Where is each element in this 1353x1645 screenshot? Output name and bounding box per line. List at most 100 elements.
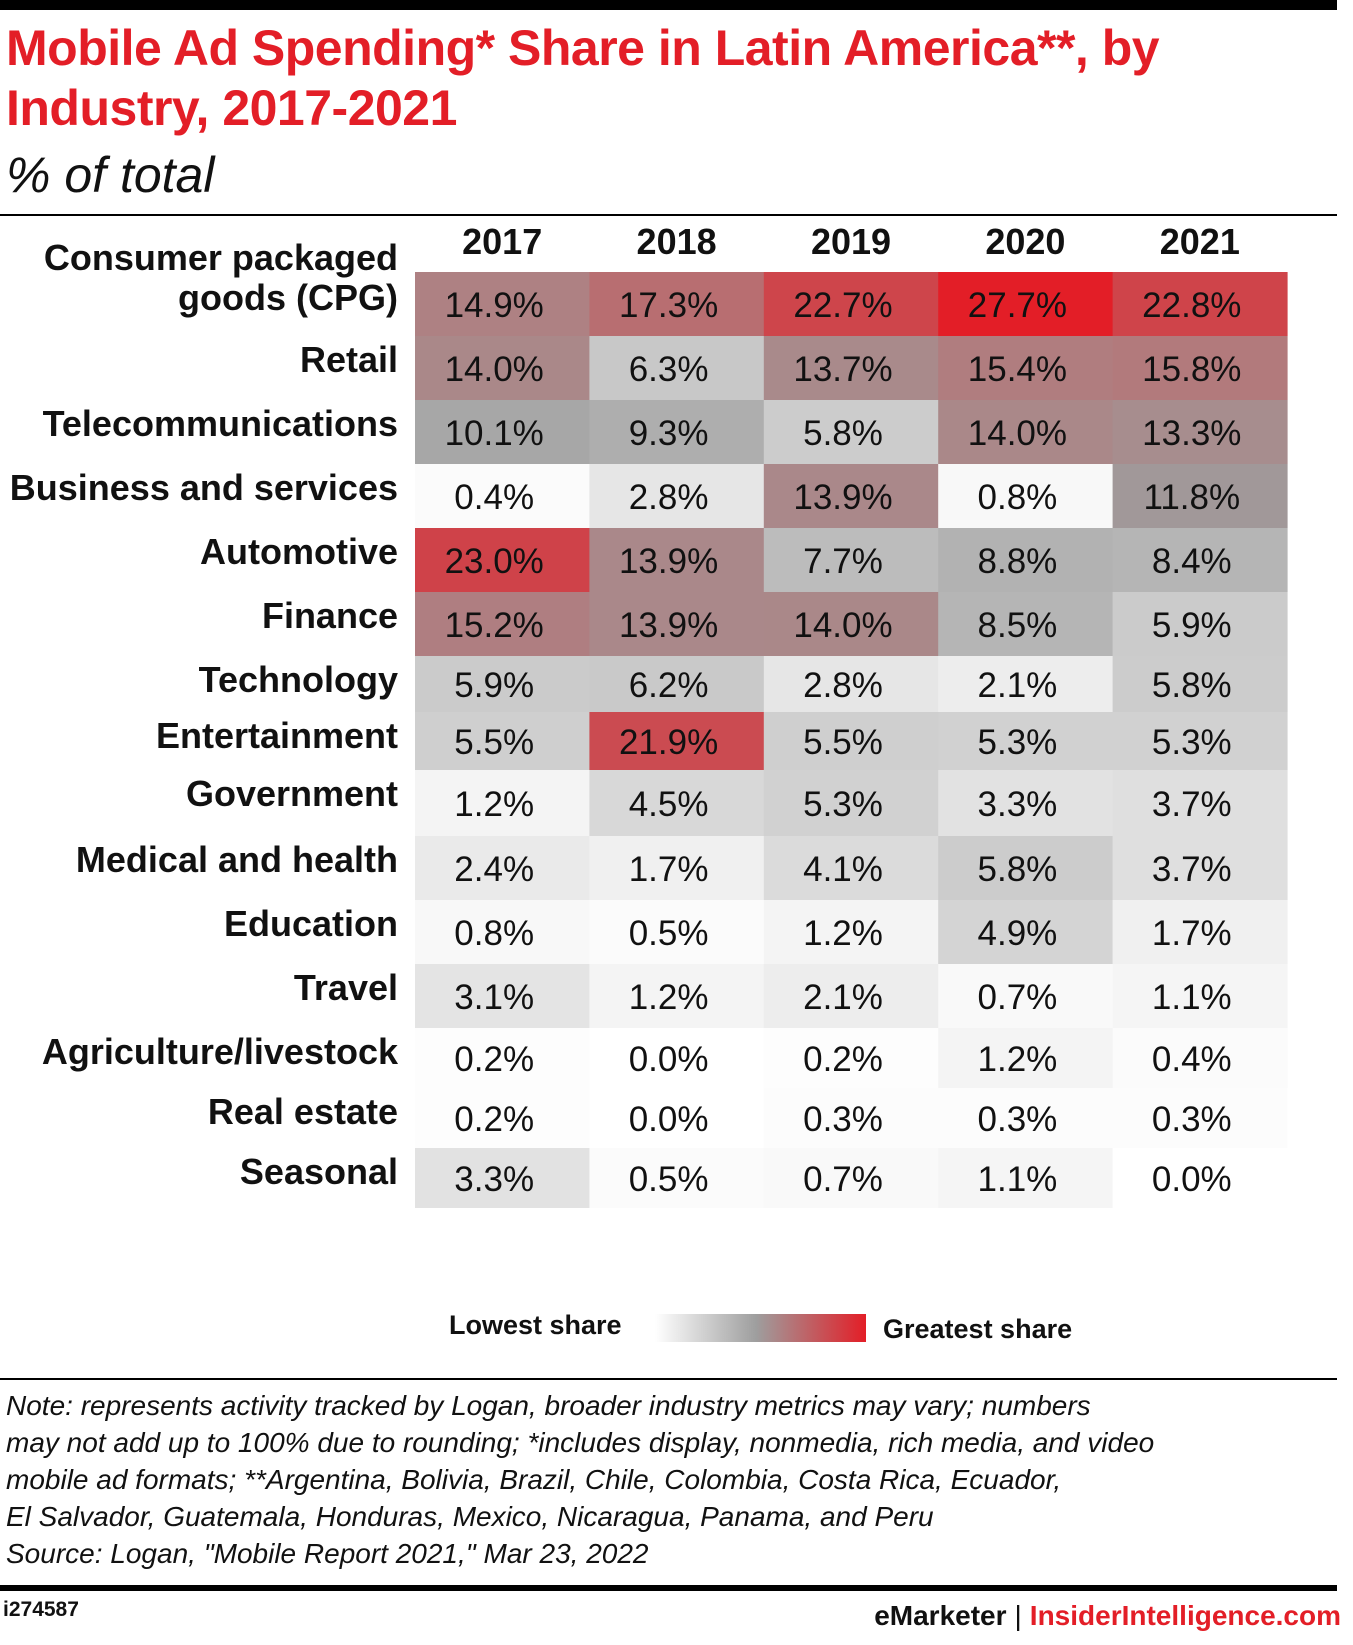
heatmap-cell: [763, 900, 939, 964]
heatmap-cell: [763, 712, 939, 770]
cell-value-label: 9.3%: [629, 414, 709, 453]
heatmap-cell: [415, 528, 590, 592]
cell-value-label: 6.2%: [629, 666, 709, 705]
cell-value-label: 0.4%: [1152, 1040, 1232, 1079]
cell-value-label: 27.7%: [968, 286, 1067, 325]
heatmap-cell: [1112, 712, 1288, 770]
cell-value-label: 23.0%: [445, 542, 544, 581]
cell-value-label: 3.7%: [1152, 850, 1232, 889]
bottom-rule: [0, 1585, 1337, 1591]
column-header-2021: 2021: [1160, 221, 1240, 262]
cell-value-label: 0.3%: [1152, 1100, 1232, 1139]
cell-value-label: 1.2%: [629, 978, 709, 1017]
cell-value-label: 0.5%: [629, 914, 709, 953]
heatmap-cell: [1112, 836, 1288, 900]
heatmap-cell: [1112, 272, 1288, 336]
heatmap-cell: [589, 336, 765, 400]
heatmap-cell: [1112, 1148, 1288, 1208]
cell-value-label: 2.8%: [803, 666, 883, 705]
heatmap-cell: [415, 712, 590, 770]
heatmap-cell: [938, 656, 1114, 712]
heatmap-cell: [415, 1028, 590, 1088]
heatmap-cell: [589, 656, 765, 712]
heatmap-cell: [938, 836, 1114, 900]
heatmap-cell: [938, 712, 1114, 770]
cell-value-label: 1.2%: [803, 914, 883, 953]
heatmap-cell: [763, 336, 939, 400]
cell-value-label: 1.2%: [454, 785, 534, 824]
heatmap-cell: [763, 528, 939, 592]
heatmap-cell: [589, 770, 765, 836]
cell-value-label: 0.2%: [803, 1040, 883, 1079]
cell-value-label: 5.3%: [803, 785, 883, 824]
cell-value-label: 0.3%: [803, 1100, 883, 1139]
heatmap-cell: [763, 1088, 939, 1148]
cell-value-label: 1.7%: [1152, 914, 1232, 953]
heatmap-cell: [1112, 1028, 1288, 1088]
row-label-education: Education: [224, 903, 398, 944]
cell-value-label: 1.2%: [978, 1040, 1058, 1079]
heatmap-cell: [763, 964, 939, 1028]
cell-value-label: 1.7%: [629, 850, 709, 889]
legend-high-label: Greatest share: [883, 1314, 1073, 1344]
row-label-telecommunications: Telecommunications: [43, 403, 398, 444]
heatmap-cell: [1112, 528, 1288, 592]
cell-value-label: 13.9%: [793, 478, 892, 517]
cell-value-label: 0.2%: [454, 1040, 534, 1079]
cell-value-label: 5.8%: [803, 414, 883, 453]
cell-value-label: 15.8%: [1142, 350, 1241, 389]
heatmap-cell: [763, 464, 939, 528]
heatmap-cell: [415, 464, 590, 528]
cell-value-label: 5.5%: [803, 723, 883, 762]
cell-value-label: 0.0%: [629, 1100, 709, 1139]
cell-value-label: 5.8%: [1152, 666, 1232, 705]
cell-value-label: 13.7%: [793, 350, 892, 389]
heatmap-cell: [1112, 336, 1288, 400]
heatmap-cell: [589, 836, 765, 900]
cell-value-label: 0.7%: [978, 978, 1058, 1017]
cell-value-label: 2.8%: [629, 478, 709, 517]
heatmap-cell: [589, 712, 765, 770]
cell-value-label: 14.0%: [968, 414, 1067, 453]
cell-value-label: 22.7%: [793, 286, 892, 325]
note-line: may not add up to 100% due to rounding; …: [6, 1427, 1155, 1458]
cell-value-label: 17.3%: [619, 286, 718, 325]
legend-gradient-bar: [655, 1314, 866, 1342]
heatmap-cell: [763, 272, 939, 336]
heatmap-cell: [1112, 900, 1288, 964]
cell-value-label: 2.4%: [454, 850, 534, 889]
cell-value-label: 21.9%: [619, 723, 718, 762]
heatmap-cell: [589, 900, 765, 964]
heatmap-cell: [589, 592, 765, 656]
heatmap-cell: [1112, 400, 1288, 464]
cell-value-label: 8.4%: [1152, 542, 1232, 581]
note-line: mobile ad formats; **Argentina, Bolivia,…: [6, 1464, 1062, 1495]
cell-value-label: 6.3%: [629, 350, 709, 389]
heatmap-cell: [589, 400, 765, 464]
brand-insider-link[interactable]: InsiderIntelligence.com: [1029, 1600, 1341, 1631]
legend: Lowest share Greatest share: [0, 1300, 1353, 1360]
cell-value-label: 0.8%: [978, 478, 1058, 517]
heatmap-cell: [1112, 770, 1288, 836]
brand-emarketer: eMarketer: [874, 1600, 1007, 1631]
note-line: El Salvador, Guatemala, Honduras, Mexico…: [6, 1501, 934, 1532]
row-label-government: Government: [186, 773, 398, 814]
heatmap-cell: [415, 272, 590, 336]
heatmap-cell: [938, 964, 1114, 1028]
cell-value-label: 3.7%: [1152, 785, 1232, 824]
row-label-technology: Technology: [199, 659, 398, 700]
row-label-seasonal: Seasonal: [240, 1151, 398, 1192]
cell-value-label: 13.9%: [619, 542, 718, 581]
cell-value-label: 22.8%: [1142, 286, 1241, 325]
cell-value-label: 0.8%: [454, 914, 534, 953]
heatmap-cell: [763, 592, 939, 656]
heatmap-cell: [938, 336, 1114, 400]
heatmap-cell: [415, 1088, 590, 1148]
cell-value-label: 5.9%: [454, 666, 534, 705]
note-line: Note: represents activity tracked by Log…: [6, 1390, 1091, 1421]
cell-value-label: 14.0%: [445, 350, 544, 389]
cell-value-label: 15.4%: [968, 350, 1067, 389]
cell-value-label: 8.8%: [978, 542, 1058, 581]
row-label-retail: Retail: [300, 339, 398, 380]
heatmap-cell: [763, 1148, 939, 1208]
